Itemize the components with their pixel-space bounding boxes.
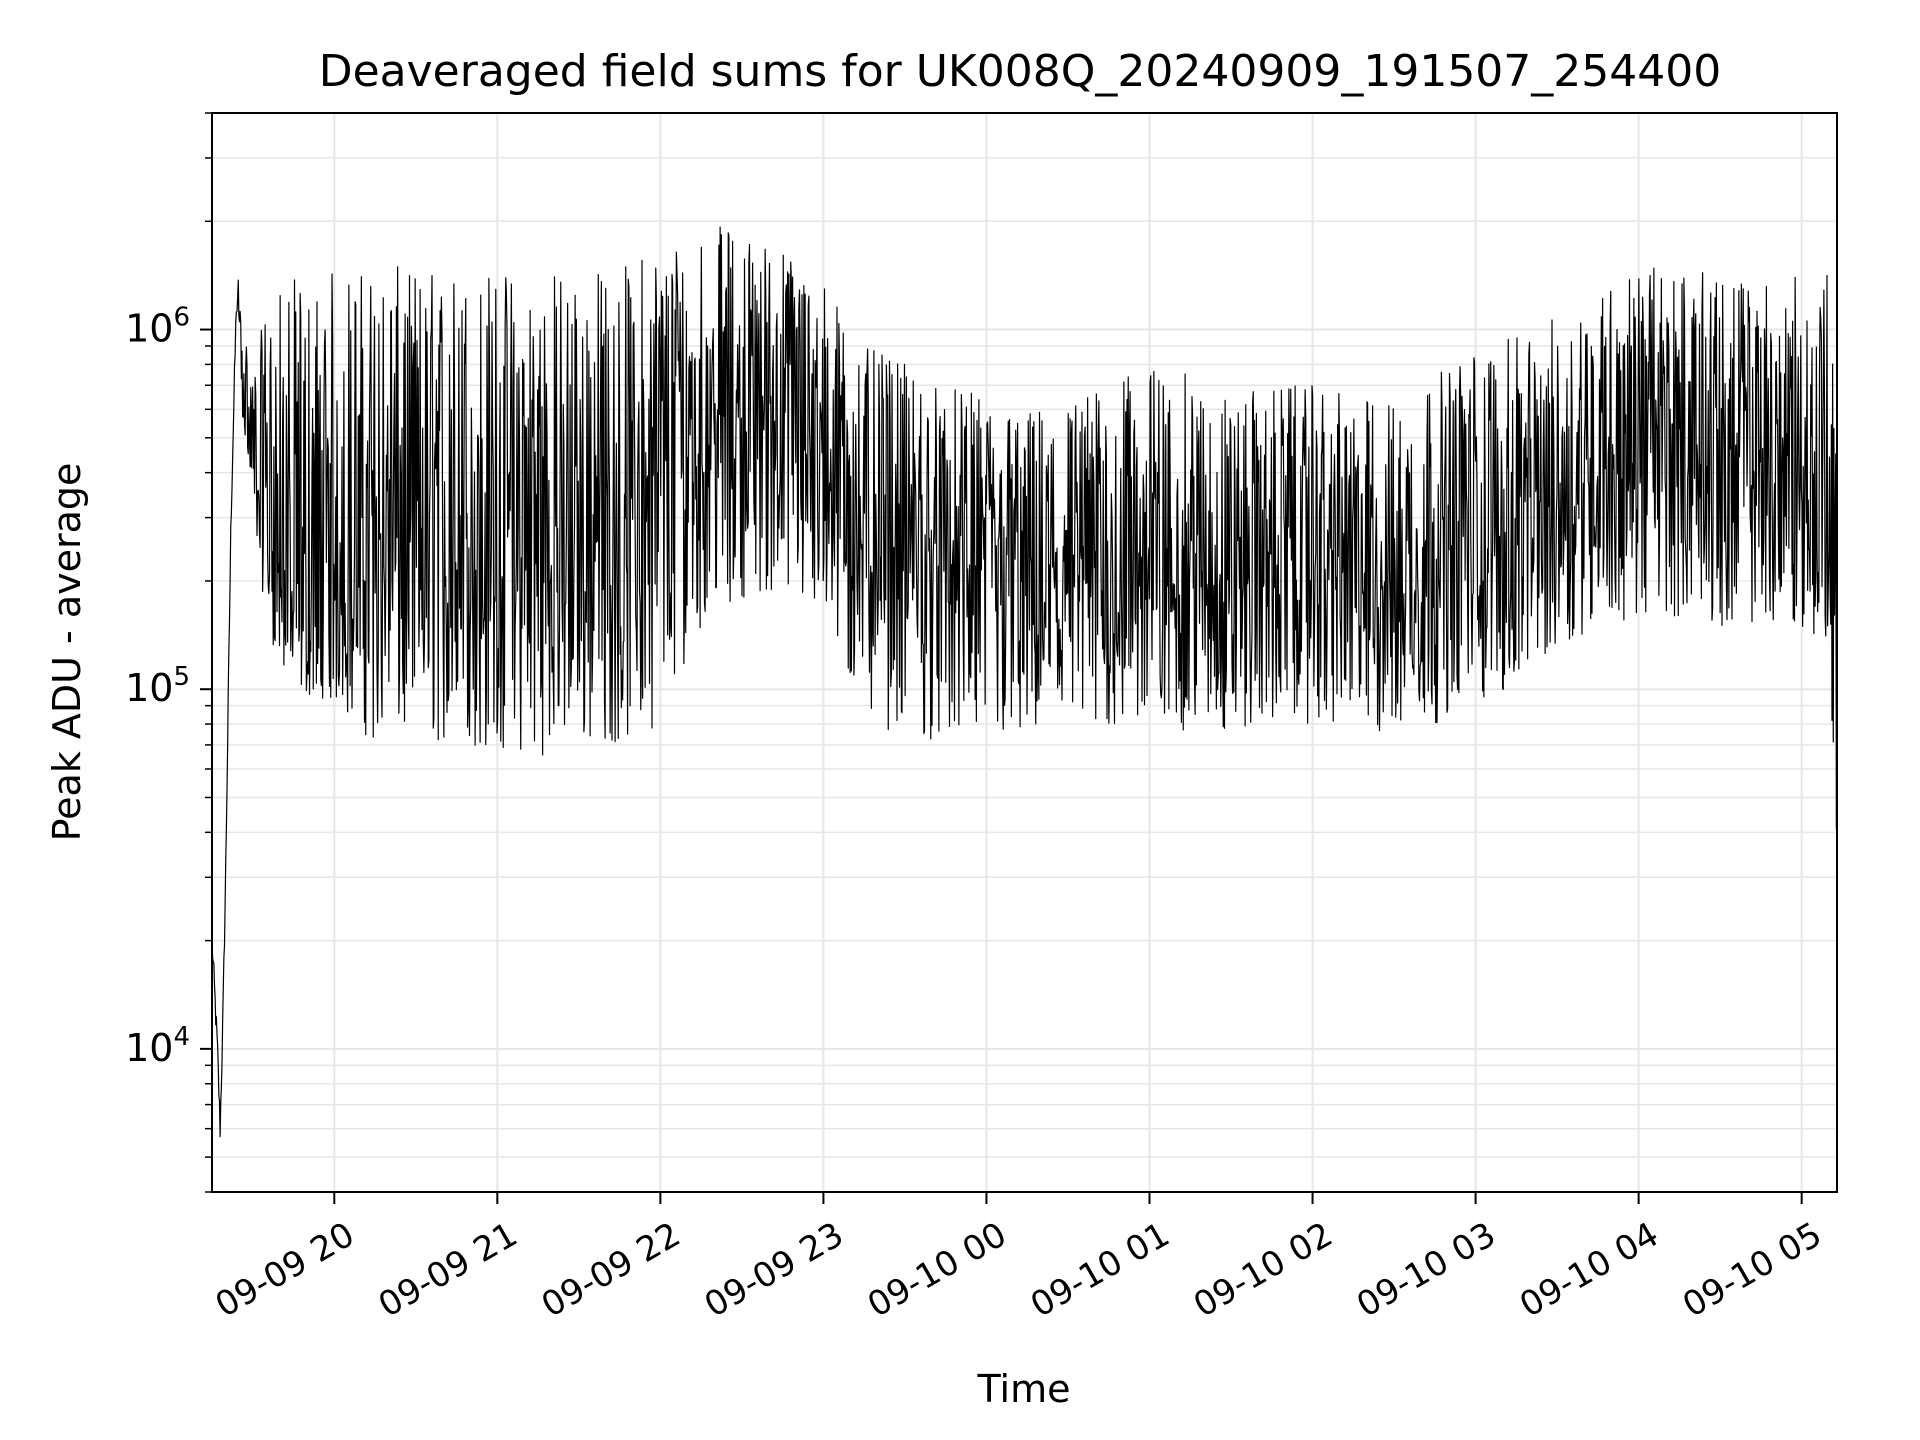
y-axis-label: Peak ADU - average <box>45 463 89 842</box>
x-tick-label: 09-10 00 <box>861 1215 1013 1326</box>
x-tick-label: 09-09 20 <box>209 1215 361 1326</box>
chart-title: Deaveraged field sums for UK008Q_2024090… <box>319 46 1722 97</box>
x-tick-label: 09-09 23 <box>698 1215 850 1326</box>
x-tick-label: 09-09 22 <box>535 1215 687 1326</box>
y-tick-label: 106 <box>125 303 190 351</box>
x-axis-label: Time <box>977 1367 1071 1411</box>
y-tick-label: 105 <box>125 662 190 710</box>
x-tick-label: 09-10 01 <box>1024 1215 1176 1326</box>
plot-area <box>211 226 1838 1138</box>
x-tick-label: 09-10 02 <box>1187 1215 1339 1326</box>
x-tick-label: 09-10 05 <box>1676 1215 1828 1326</box>
x-tick-label: 09-10 03 <box>1350 1215 1502 1326</box>
series-line <box>211 226 1838 1138</box>
x-tick-label: 09-09 21 <box>372 1215 524 1326</box>
x-tick-label: 09-10 04 <box>1513 1215 1665 1326</box>
plot-frame <box>211 112 1838 1193</box>
y-tick-label: 104 <box>125 1022 190 1070</box>
